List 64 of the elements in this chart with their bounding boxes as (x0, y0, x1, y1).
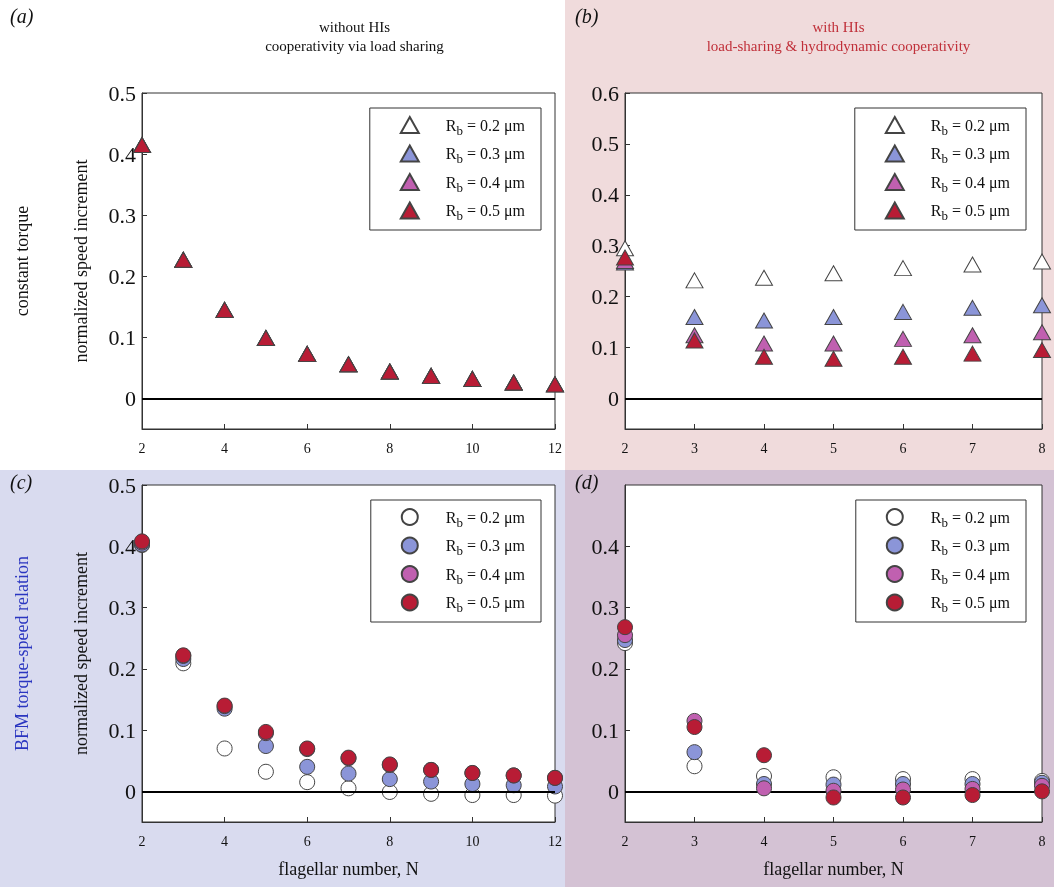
y-tick-label: 0.3 (591, 233, 619, 259)
text: BFM torque-speed relation (12, 556, 32, 751)
x-tick-label: 7 (969, 440, 976, 456)
y-tick-label: 0.2 (591, 656, 619, 682)
x-tick-label: 4 (760, 833, 768, 849)
y-tick-label: 0.5 (108, 472, 136, 498)
y-tick-label: 0.3 (108, 595, 136, 621)
chart-title: without HIs (318, 18, 391, 35)
y-tick-label: 0.3 (591, 595, 619, 621)
x-tick-label: 8 (386, 833, 394, 849)
text: (b) (575, 5, 599, 28)
x-axis-title: flagellar number, N (763, 859, 904, 879)
y-tick-label: 0 (608, 385, 619, 411)
y-tick-label: 0.1 (108, 717, 136, 743)
x-tick-label: 3 (691, 440, 698, 456)
y-tick-label: 0 (125, 778, 136, 804)
y-tick-label: 0.5 (108, 80, 136, 106)
y-tick-label: 0 (125, 385, 136, 411)
text: constant torque (12, 205, 32, 317)
x-tick-label: 10 (465, 833, 480, 849)
x-tick-label: 2 (621, 440, 629, 456)
x-tick-label: 4 (760, 440, 768, 456)
x-tick-label: 5 (830, 833, 837, 849)
x-tick-label: 6 (303, 440, 311, 456)
y-tick-label: 0.4 (108, 533, 136, 559)
x-tick-label: 10 (465, 440, 480, 456)
y-tick-label: 0.5 (591, 131, 619, 157)
y-tick-label: 0.2 (108, 263, 136, 289)
y-tick-label: 0.2 (591, 284, 619, 310)
y-axis-title: normalized speed increment (71, 552, 91, 755)
x-tick-label: 6 (899, 440, 907, 456)
y-tick-label: 0.1 (591, 717, 619, 743)
x-tick-label: 2 (138, 440, 146, 456)
x-tick-label: 2 (138, 833, 146, 849)
chart-subtitle: load-sharing & hydrodynamic cooperativity (706, 37, 971, 54)
y-tick-label: 0.1 (108, 324, 136, 350)
x-axis-title: flagellar number, N (278, 859, 419, 879)
text: (c) (10, 471, 33, 494)
x-tick-label: 8 (386, 440, 394, 456)
text: (a) (10, 5, 34, 28)
y-tick-label: 0.6 (591, 80, 619, 106)
x-tick-label: 3 (691, 833, 698, 849)
chart-title: with HIs (812, 18, 865, 35)
x-tick-label: 6 (303, 833, 311, 849)
x-tick-label: 8 (1038, 440, 1046, 456)
y-tick-label: 0.4 (591, 182, 619, 208)
y-tick-label: 0.3 (108, 202, 136, 228)
y-tick-label: 0 (608, 778, 619, 804)
y-tick-label: 0.1 (591, 335, 619, 361)
x-tick-label: 2 (621, 833, 629, 849)
x-tick-label: 5 (830, 440, 837, 456)
x-tick-label: 7 (969, 833, 976, 849)
y-tick-label: 0.2 (108, 656, 136, 682)
x-tick-label: 8 (1038, 833, 1046, 849)
x-tick-label: 12 (548, 833, 562, 849)
x-tick-label: 4 (221, 833, 229, 849)
y-tick-label: 0.4 (591, 533, 619, 559)
text: (d) (575, 471, 599, 494)
chart-subtitle: cooperativity via load sharing (265, 37, 445, 54)
x-tick-label: 12 (548, 440, 562, 456)
y-axis-title: normalized speed increment (71, 159, 91, 363)
x-tick-label: 4 (221, 440, 229, 456)
x-tick-label: 6 (899, 833, 907, 849)
y-tick-label: 0.4 (108, 141, 136, 167)
